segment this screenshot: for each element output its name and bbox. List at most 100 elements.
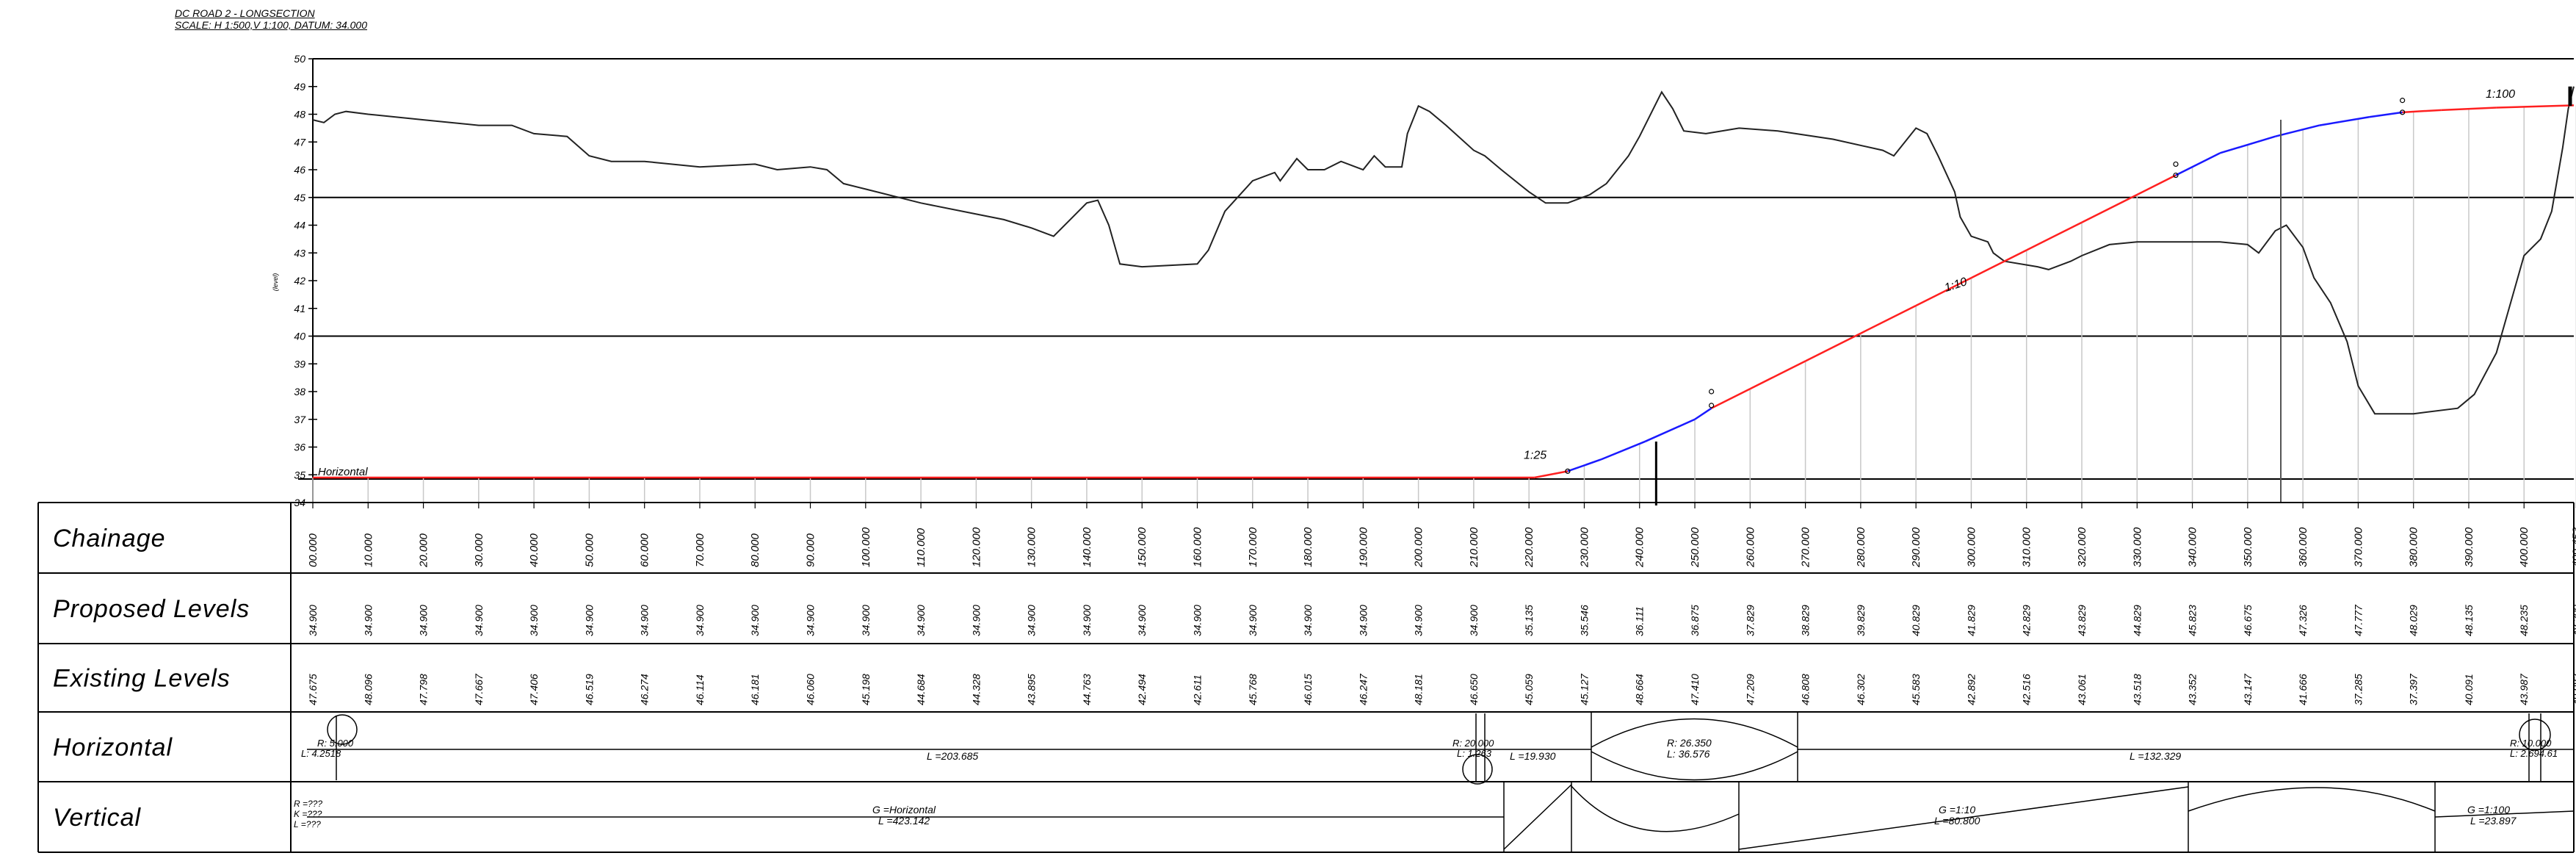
proposed-level-30: 41.829 xyxy=(1965,605,1977,636)
v-grade-1-10 xyxy=(1738,786,2189,850)
y-tick-label-39: 39 xyxy=(294,358,305,370)
y-tick-label-49: 49 xyxy=(294,81,305,93)
chainage-label-25: 250.000 xyxy=(1689,527,1701,568)
existing-level-40: 43.987 xyxy=(2518,673,2530,705)
chainage-label-0: 00.000 xyxy=(307,533,319,567)
chainage-label-17: 170.000 xyxy=(1247,527,1259,567)
proposed-level-7: 34.900 xyxy=(694,605,706,636)
row-label-horizontal: Horizontal xyxy=(53,734,173,762)
proposed-level-4: 34.900 xyxy=(528,605,540,636)
design-profile-segment-3 xyxy=(1600,440,1646,461)
row-label-existing-levels: Existing Levels xyxy=(53,665,231,693)
existing-level-15: 42.494 xyxy=(1136,674,1148,705)
existing-level-24: 48.664 xyxy=(1634,674,1646,705)
proposed-level-11: 34.900 xyxy=(915,605,927,636)
chainage-label-2: 20.000 xyxy=(418,533,430,568)
existing-level-29: 45.583 xyxy=(1910,674,1922,705)
chainage-label-40: 400.000 xyxy=(2518,527,2530,567)
chainage-label-39: 390.000 xyxy=(2463,527,2475,567)
chainage-label-20: 200.000 xyxy=(1413,527,1425,568)
proposed-level-5: 34.900 xyxy=(583,605,595,636)
proposed-level-16: 34.900 xyxy=(1191,605,1203,636)
chainage-label-38: 380.000 xyxy=(2408,527,2420,567)
proposed-level-24: 36.111 xyxy=(1634,606,1646,636)
existing-level-13: 43.895 xyxy=(1026,674,1038,705)
existing-level-0: 47.675 xyxy=(307,674,319,705)
existing-level-36: 41.666 xyxy=(2297,674,2309,705)
existing-level-41: 49.083 xyxy=(2570,674,2576,705)
drawing-title: DC ROAD 2 - LONGSECTION xyxy=(175,7,315,19)
existing-level-39: 40.091 xyxy=(2463,674,2475,705)
proposed-level-2: 34.900 xyxy=(418,605,430,636)
y-tick-label-47: 47 xyxy=(294,136,306,148)
chainage-label-28: 280.000 xyxy=(1855,527,1867,568)
proposed-level-9: 34.900 xyxy=(805,605,817,636)
existing-level-38: 37.397 xyxy=(2408,673,2420,705)
ip-marker-3 xyxy=(2173,172,2179,179)
existing-level-17: 45.768 xyxy=(1247,674,1259,705)
h-straight-length-3: L =132.329 xyxy=(2130,750,2181,762)
row-label-chainage: Chainage xyxy=(53,525,166,552)
existing-level-19: 46.247 xyxy=(1357,673,1369,705)
existing-level-11: 44.684 xyxy=(915,674,927,705)
chainage-label-11: 110.000 xyxy=(915,528,927,567)
existing-level-34: 43.352 xyxy=(2187,674,2199,705)
design-profile-segment-10 xyxy=(1915,277,1972,307)
design-profile-segment-18 xyxy=(2319,116,2370,126)
design-profile-segment-17 xyxy=(2275,124,2320,137)
design-profile-segment-15 xyxy=(2175,152,2221,176)
grade-label-horizontal: Horizontal xyxy=(318,466,368,478)
data-table: Chainage Proposed Levels Existing Levels Ho… xyxy=(37,502,2576,853)
profile-plot: 3435363738394041424344454647484950(level… xyxy=(272,53,2576,508)
h-radius-4: R: 10.000 xyxy=(2510,738,2552,749)
chainage-label-19: 190.000 xyxy=(1357,527,1370,567)
existing-level-1: 48.096 xyxy=(362,674,374,705)
y-tick-label-40: 40 xyxy=(294,331,305,342)
chainage-label-29: 290.000 xyxy=(1910,527,1922,568)
v-length: L =??? xyxy=(294,819,321,829)
design-profile-segment-22 xyxy=(2496,104,2575,109)
chainage-label-23: 230.000 xyxy=(1578,527,1591,568)
ip-marker-5 xyxy=(2400,109,2406,115)
existing-level-4: 47.406 xyxy=(528,674,540,705)
v-grade-length-3: L =23.897 xyxy=(2470,815,2517,827)
chainage-label-21: 210.000 xyxy=(1468,527,1480,568)
y-tick-label-45: 45 xyxy=(294,192,305,204)
grade-label-1-25: 1:25 xyxy=(1524,449,1546,461)
y-tick-label-36: 36 xyxy=(294,442,305,453)
chainage-label-6: 60.000 xyxy=(639,533,651,567)
proposed-level-31: 42.829 xyxy=(2021,605,2033,636)
y-tick-label-42: 42 xyxy=(294,275,305,287)
existing-level-22: 45.059 xyxy=(1523,674,1535,705)
chainage-label-35: 350.000 xyxy=(2242,527,2254,567)
chainage-label-32: 320.000 xyxy=(2076,527,2088,567)
chainage-label-31: 310.000 xyxy=(2021,527,2033,567)
existing-level-3: 47.667 xyxy=(473,673,485,705)
proposed-level-35: 46.675 xyxy=(2242,605,2254,636)
v-grade-label-3: G =1:100 xyxy=(2467,804,2510,816)
proposed-level-37: 47.777 xyxy=(2352,604,2364,636)
existing-level-14: 44.763 xyxy=(1081,674,1093,705)
proposed-level-41: 48.300 xyxy=(2570,605,2576,636)
chainage-label-4: 40.000 xyxy=(528,533,540,567)
proposed-level-26: 37.829 xyxy=(1744,605,1756,636)
proposed-level-22: 35.135 xyxy=(1523,605,1535,636)
chainage-label-30: 300.000 xyxy=(1965,527,1978,567)
proposed-level-36: 47.326 xyxy=(2297,605,2309,636)
v-grade-label-2: G =1:10 xyxy=(1939,804,1975,816)
proposed-level-39: 48.135 xyxy=(2463,605,2475,636)
ip-marker-4 xyxy=(2173,161,2179,168)
proposed-level-34: 45.823 xyxy=(2187,605,2199,636)
proposed-level-1: 34.900 xyxy=(362,605,374,636)
existing-level-26: 47.209 xyxy=(1744,674,1756,705)
h-length-2: L: 1.263 xyxy=(1457,748,1492,759)
y-axis-label: (level) xyxy=(272,273,279,292)
proposed-level-40: 48.235 xyxy=(2518,605,2530,636)
h-curve-arc-3a xyxy=(1591,718,1798,748)
existing-level-33: 43.518 xyxy=(2131,674,2143,705)
existing-level-6: 46.274 xyxy=(639,674,651,705)
v-grade-1-100 xyxy=(2434,810,2575,818)
proposed-level-6: 34.900 xyxy=(639,605,651,636)
existing-level-31: 42.516 xyxy=(2021,674,2033,705)
y-tick-label-41: 41 xyxy=(294,303,305,314)
